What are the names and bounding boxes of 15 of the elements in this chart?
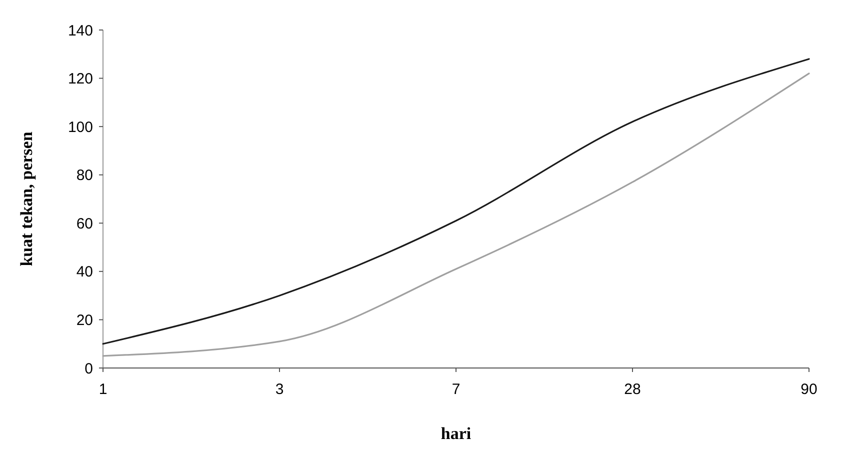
x-tick-label: 7 <box>452 381 460 398</box>
x-tick-label: 1 <box>98 381 108 398</box>
y-axis-title: kuat tekan, persen <box>17 131 36 266</box>
y-tick-label: 120 <box>68 70 93 88</box>
x-axis-title: hari <box>440 424 472 443</box>
y-tick-label: 0 <box>84 360 93 378</box>
y-tick-label: 80 <box>76 167 93 184</box>
y-tick-label: 40 <box>76 264 93 281</box>
y-tick-label: 60 <box>76 215 93 232</box>
y-tick-label: 20 <box>76 312 93 329</box>
y-tick-label: 140 <box>68 22 93 40</box>
x-tick-label: 3 <box>275 381 284 398</box>
x-tick-label: 90 <box>800 381 818 398</box>
x-tick-label: 28 <box>624 381 641 398</box>
y-tick-label: 100 <box>68 118 93 136</box>
